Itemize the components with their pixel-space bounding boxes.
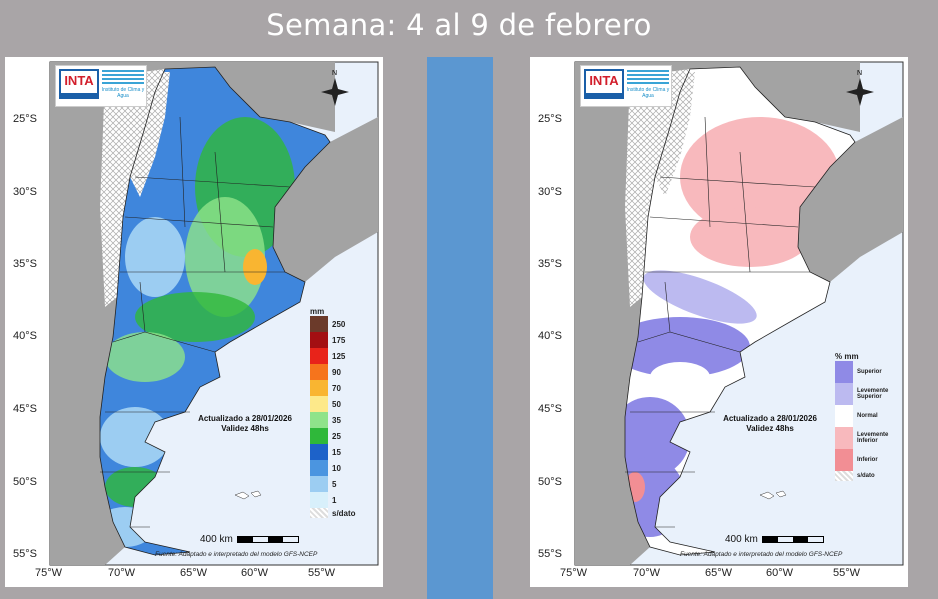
longitude-label: 60°W — [766, 567, 794, 579]
argentina-outline — [624, 66, 856, 556]
legend-item: Levemente Inferior — [835, 427, 897, 449]
slide-title: Semana: 4 al 9 de febrero — [266, 8, 652, 42]
longitude-label: 55°W — [308, 567, 336, 579]
map-canvas: N — [574, 61, 904, 566]
legend-item: 175 — [310, 332, 356, 348]
legend-item: Superior — [835, 361, 897, 383]
longitude-label: 60°W — [241, 567, 269, 579]
latitude-label: 45°S — [13, 403, 37, 415]
legend-item: Inferior — [835, 449, 897, 471]
inta-logo: INTA Instituto de Clima y Agua — [580, 65, 672, 107]
legend-item: 5 — [310, 476, 356, 492]
latitude-label: 35°S — [13, 258, 37, 270]
update-note: Actualizado a 28/01/2026 Validez 48hs — [198, 414, 292, 433]
svg-text:N: N — [857, 70, 862, 77]
legend-item: 50 — [310, 396, 356, 412]
precipitation-map: N INTA Instituto de Clima y Agua 25°S 30°S 3… — [5, 57, 383, 587]
latitude-label: 50°S — [538, 476, 562, 488]
legend-item: 15 — [310, 444, 356, 460]
legend-item: 1 — [310, 492, 356, 508]
divider-bar — [427, 57, 493, 599]
scale-bar: 400 km — [200, 534, 299, 545]
legend-item: 250 — [310, 316, 356, 332]
province-borders — [100, 116, 291, 528]
latitude-label: 40°S — [13, 330, 37, 342]
malvinas — [759, 490, 787, 500]
argentina-outline — [99, 66, 331, 556]
longitude-label: 65°W — [180, 567, 208, 579]
map-legend: % mm Superior Levemente Superior Normal Leve… — [835, 352, 897, 481]
legend-item: 10 — [310, 460, 356, 476]
svg-text:N: N — [332, 70, 337, 77]
latitude-label: 25°S — [538, 113, 562, 125]
legend-item: 90 — [310, 364, 356, 380]
map-canvas: N — [49, 61, 379, 566]
compass-rose-icon: N — [846, 70, 874, 106]
longitude-label: 75°W — [560, 567, 588, 579]
longitude-label: 65°W — [705, 567, 733, 579]
malvinas — [234, 490, 262, 500]
legend-item: Levemente Superior — [835, 383, 897, 405]
legend-item: 35 — [310, 412, 356, 428]
chile-no-data — [625, 69, 690, 307]
longitude-label: 70°W — [108, 567, 136, 579]
map-legend: mm 250 175 125 90 70 50 35 25 15 10 5 1 s/dato — [310, 307, 356, 518]
legend-item: s/dato — [835, 471, 897, 481]
source-note: Fuente: Adaptado e interpretado del mode… — [155, 551, 318, 558]
longitude-label: 75°W — [35, 567, 63, 579]
province-borders — [625, 116, 816, 528]
compass-rose-icon: N — [321, 70, 349, 106]
latitude-label: 55°S — [13, 548, 37, 560]
latitude-label: 30°S — [538, 186, 562, 198]
legend-item: 125 — [310, 348, 356, 364]
legend-item: 25 — [310, 428, 356, 444]
inta-logo: INTA Instituto de Clima y Agua — [55, 65, 147, 107]
chile-no-data — [100, 69, 165, 307]
brazil-uruguay — [273, 117, 378, 282]
scale-bar: 400 km — [725, 534, 824, 545]
latitude-label: 25°S — [13, 113, 37, 125]
brazil-uruguay — [798, 117, 903, 282]
latitude-label: 50°S — [13, 476, 37, 488]
longitude-label: 55°W — [833, 567, 861, 579]
latitude-label: 40°S — [538, 330, 562, 342]
longitude-label: 70°W — [633, 567, 661, 579]
latitude-label: 55°S — [538, 548, 562, 560]
source-note: Fuente: Adaptado e interpretado del mode… — [680, 551, 843, 558]
latitude-label: 30°S — [13, 186, 37, 198]
anomaly-map: N INTA Instituto de Clima y Agua 25°S 30°S 3… — [530, 57, 908, 587]
latitude-label: 35°S — [538, 258, 562, 270]
legend-item: 70 — [310, 380, 356, 396]
legend-item: Normal — [835, 405, 897, 427]
latitude-label: 45°S — [538, 403, 562, 415]
legend-item: s/dato — [310, 508, 356, 518]
update-note: Actualizado a 28/01/2026 Validez 48hs — [723, 414, 817, 433]
